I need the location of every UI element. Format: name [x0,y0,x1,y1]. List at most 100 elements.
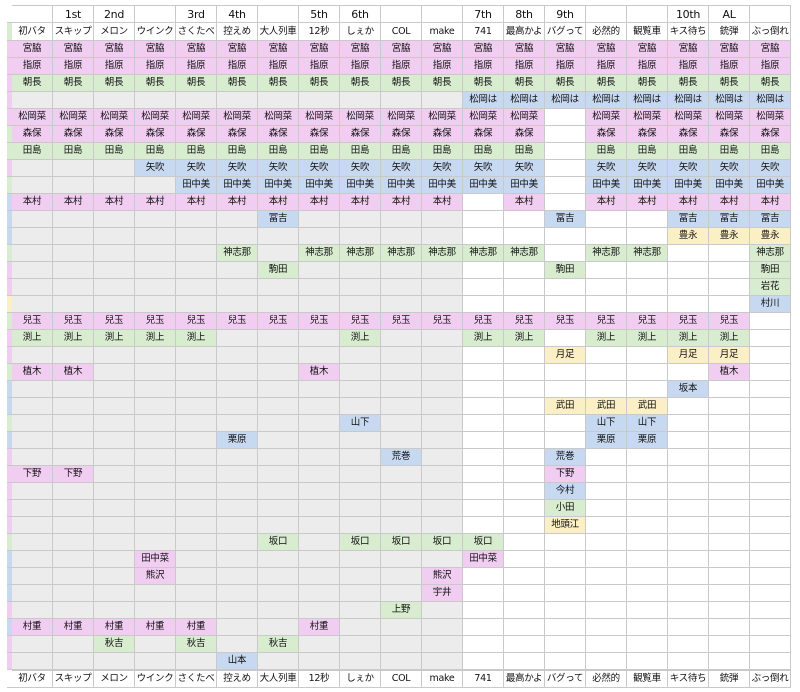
member-cell: 渕上 [12,330,53,347]
empty-cell [94,466,135,483]
song-footer: メロン [94,670,135,688]
member-cell: 植木 [709,364,750,381]
empty-cell [504,466,545,483]
empty-cell [176,483,217,500]
member-cell: 村川 [750,296,791,313]
empty-cell [545,245,586,262]
member-cell: 松岡は [627,92,668,109]
member-cell: 矢吹 [504,160,545,177]
member-cell: 森保 [627,126,668,143]
generation-header [381,5,422,23]
song-header: 必然的 [586,23,627,41]
song-footer: 銃弾 [709,670,750,688]
empty-cell [135,92,176,109]
member-cell: 朝長 [504,75,545,92]
empty-cell [504,517,545,534]
member-cell: 指原 [340,58,381,75]
empty-cell [53,92,94,109]
member-cell: 矢吹 [381,160,422,177]
empty-cell [299,92,340,109]
member-cell: 坂口 [381,534,422,551]
row-group-marker [7,245,12,262]
empty-cell [463,449,504,466]
member-cell: 松岡菜 [750,109,791,126]
member-cell: 宮脇 [53,41,94,58]
generation-header [12,5,53,23]
empty-cell [422,364,463,381]
member-cell: 朝長 [135,75,176,92]
empty-cell [463,347,504,364]
member-cell: 矢吹 [422,160,463,177]
member-cell: 武田 [627,398,668,415]
empty-cell [135,296,176,313]
empty-cell [586,517,627,534]
member-cell: 冨吉 [668,211,709,228]
member-cell: 村重 [12,619,53,636]
member-cell: 森保 [135,126,176,143]
member-cell: 矢吹 [586,160,627,177]
empty-cell [135,177,176,194]
empty-cell [135,398,176,415]
empty-cell [668,279,709,296]
empty-cell [176,245,217,262]
empty-cell [627,279,668,296]
song-header: キス待ち [668,23,709,41]
empty-cell [586,568,627,585]
empty-cell [586,449,627,466]
empty-cell [463,466,504,483]
empty-cell [135,211,176,228]
empty-cell [381,415,422,432]
song-footer: 必然的 [586,670,627,688]
empty-cell [381,211,422,228]
empty-cell [12,483,53,500]
empty-cell [94,449,135,466]
empty-cell [750,653,791,670]
member-cell: 松岡は [709,92,750,109]
member-cell: 栗原 [217,432,258,449]
member-cell: 兒玉 [709,313,750,330]
empty-cell [668,534,709,551]
empty-cell [668,517,709,534]
empty-cell [545,296,586,313]
song-footer: 初バタ [12,670,53,688]
empty-cell [12,245,53,262]
empty-cell [668,364,709,381]
empty-cell [217,466,258,483]
empty-cell [586,619,627,636]
member-cell: 地頭江 [545,517,586,534]
empty-cell [176,602,217,619]
empty-cell [94,483,135,500]
empty-cell [545,636,586,653]
row-group-marker [7,534,12,551]
member-cell: 松岡菜 [258,109,299,126]
empty-cell [53,551,94,568]
member-cell: 朝長 [463,75,504,92]
empty-cell [53,177,94,194]
empty-cell [586,602,627,619]
empty-cell [381,296,422,313]
empty-cell [53,432,94,449]
member-cell: 渕上 [627,330,668,347]
empty-cell [422,296,463,313]
empty-cell [176,279,217,296]
empty-cell [545,585,586,602]
member-cell: 指原 [750,58,791,75]
member-cell: 田中美 [340,177,381,194]
empty-cell [12,517,53,534]
member-cell: 本村 [586,194,627,211]
empty-cell [217,228,258,245]
member-cell: 森保 [299,126,340,143]
empty-cell [750,636,791,653]
row-group-marker [7,500,12,517]
empty-cell [340,500,381,517]
member-cell: 朝長 [709,75,750,92]
member-cell: 駒田 [545,262,586,279]
member-cell: 田島 [217,143,258,160]
empty-cell [668,619,709,636]
empty-cell [545,568,586,585]
empty-cell [463,211,504,228]
empty-cell [627,364,668,381]
empty-cell [545,381,586,398]
song-header: 741 [463,23,504,41]
empty-cell [258,517,299,534]
